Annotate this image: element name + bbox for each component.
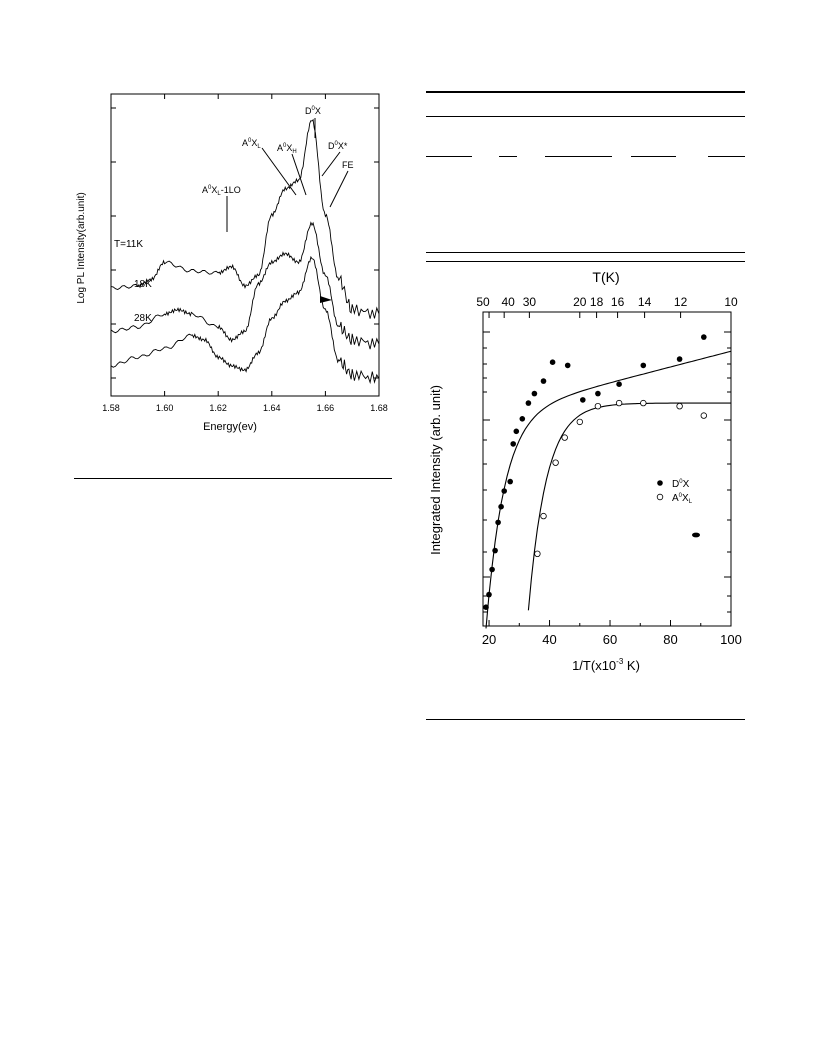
fit-curve-d0x <box>485 350 732 629</box>
label-d0x: D0X <box>305 106 321 116</box>
data-point-d0x <box>492 547 498 554</box>
annot-line-a0xh <box>291 153 307 196</box>
data-point-d0x <box>595 390 601 397</box>
data-point-d0x <box>616 381 622 387</box>
right-figure: 20 40 60 80 100 50 40 30 20 18 16 14 12 10 T(K) Integ… <box>424 266 744 686</box>
table-col-rule-1 <box>426 156 472 157</box>
top-tick-label: 10 <box>724 295 738 309</box>
legend: D0X A0XL <box>656 479 693 505</box>
legend-marker-d0x <box>657 480 663 486</box>
curve-label-11k: T=11K <box>114 239 143 250</box>
annot-line-fe <box>329 170 349 208</box>
label-a0xl: A0XL <box>242 138 261 150</box>
data-point-a0xl <box>561 434 568 441</box>
curve-label-18k: 18K <box>134 279 152 290</box>
x-tick-label: 1.60 <box>156 403 174 413</box>
top-tick-label: 50 <box>476 295 490 309</box>
top-axis-label: T(K) <box>592 269 619 285</box>
x-tick-label: 1.68 <box>370 403 388 413</box>
data-point-d0x <box>701 334 707 340</box>
x-tick-label: 1.64 <box>263 403 281 413</box>
y-axis-label: Log PL Intensity(arb.unit) <box>76 192 87 303</box>
arrow-marker <box>320 296 332 303</box>
table-bottom-rule <box>426 252 745 253</box>
table-col-rule-4 <box>631 156 676 157</box>
data-point-a0xl <box>676 402 683 410</box>
plot-frame <box>110 93 380 397</box>
x-tick-label: 100 <box>720 632 742 647</box>
top-tick-label: 12 <box>674 295 688 309</box>
top-tick-label: 16 <box>611 295 625 309</box>
data-point-d0x <box>525 400 532 406</box>
data-point-d0x <box>495 519 501 526</box>
label-fe: FE <box>342 160 354 170</box>
spectrum-curve-28k <box>110 255 380 385</box>
legend-label-a0xl: A0XL <box>672 493 693 505</box>
label-a0xh: A0XH <box>277 143 297 155</box>
x-tick-label: 40 <box>542 632 556 647</box>
label-a0xl-1lo: A0XL-1LO <box>202 185 241 197</box>
data-point-a0xl <box>576 418 583 426</box>
y-axis-label: Integrated Intensity (arb. unit) <box>428 385 443 555</box>
annot-line-d0xstar <box>321 151 341 177</box>
figure-top-rule <box>426 261 745 262</box>
data-point-a0xl <box>540 512 547 520</box>
data-point-d0x <box>531 390 538 397</box>
x-tick-label: 1.62 <box>209 403 227 413</box>
data-point-d0x <box>486 591 492 598</box>
left-figure: 1.58 1.60 1.62 1.64 1.66 1.68 D0X A0XL A0XH <box>70 88 390 438</box>
x-tick-label: 1.58 <box>102 403 120 413</box>
data-point-d0x <box>483 604 489 610</box>
data-point-d0x <box>501 488 507 494</box>
table-header-rule <box>426 116 745 117</box>
table-col-rule-3 <box>545 156 612 157</box>
x-axis-label: 1/T(x10-3 K) <box>572 657 640 673</box>
top-tick-label: 30 <box>523 295 537 309</box>
x-tick-label: 60 <box>603 632 617 647</box>
annot-line-a0xl <box>261 147 297 196</box>
data-point-a0xl <box>552 459 559 466</box>
fit-curve-a0xl <box>527 402 731 611</box>
data-point-d0x <box>507 478 513 485</box>
top-tick-label: 14 <box>638 295 652 309</box>
x-tick-label: 1.66 <box>317 403 335 413</box>
top-tick-label: 18 <box>590 295 604 309</box>
data-point-d0x <box>513 428 520 435</box>
blob-marker <box>692 532 700 538</box>
x-axis-label: Energy(ev) <box>203 421 257 433</box>
data-point-a0xl <box>615 399 623 407</box>
data-point-d0x <box>510 441 516 447</box>
right-caption-rule <box>426 719 745 720</box>
data-point-d0x <box>564 362 571 369</box>
pl-spectra-chart: 1.58 1.60 1.62 1.64 1.66 1.68 D0X A0XL A0XH <box>76 93 388 433</box>
data-point-d0x <box>580 397 586 403</box>
spectrum-curve-t11k <box>110 118 380 319</box>
label-d0xstar: D0X* <box>328 141 348 151</box>
data-point-a0xl <box>594 402 602 410</box>
data-point-d0x <box>540 378 547 384</box>
data-point-d0x <box>489 566 495 573</box>
data-point-d0x <box>549 359 556 365</box>
data-point-d0x <box>519 416 526 422</box>
plot-frame <box>482 311 732 627</box>
data-point-a0xl <box>534 550 541 557</box>
table-top-rule <box>426 91 745 93</box>
data-point-d0x <box>676 356 683 362</box>
top-tick-label: 20 <box>573 295 587 309</box>
left-caption-rule <box>74 478 392 479</box>
top-tick-label: 40 <box>501 295 515 309</box>
data-point-d0x <box>498 503 504 510</box>
legend-marker-a0xl <box>656 493 664 501</box>
spectrum-curve-18k <box>110 221 380 350</box>
x-tick-label: 80 <box>663 632 677 647</box>
data-point-d0x <box>640 362 647 369</box>
legend-label-d0x: D0X <box>672 479 690 490</box>
data-point-a0xl <box>640 399 647 407</box>
table-col-rule-2 <box>499 156 517 157</box>
data-point-a0xl <box>700 412 707 419</box>
x-tick-label: 20 <box>482 632 496 647</box>
table-col-rule-5 <box>708 156 745 157</box>
curve-label-28k: 28K <box>134 313 152 324</box>
